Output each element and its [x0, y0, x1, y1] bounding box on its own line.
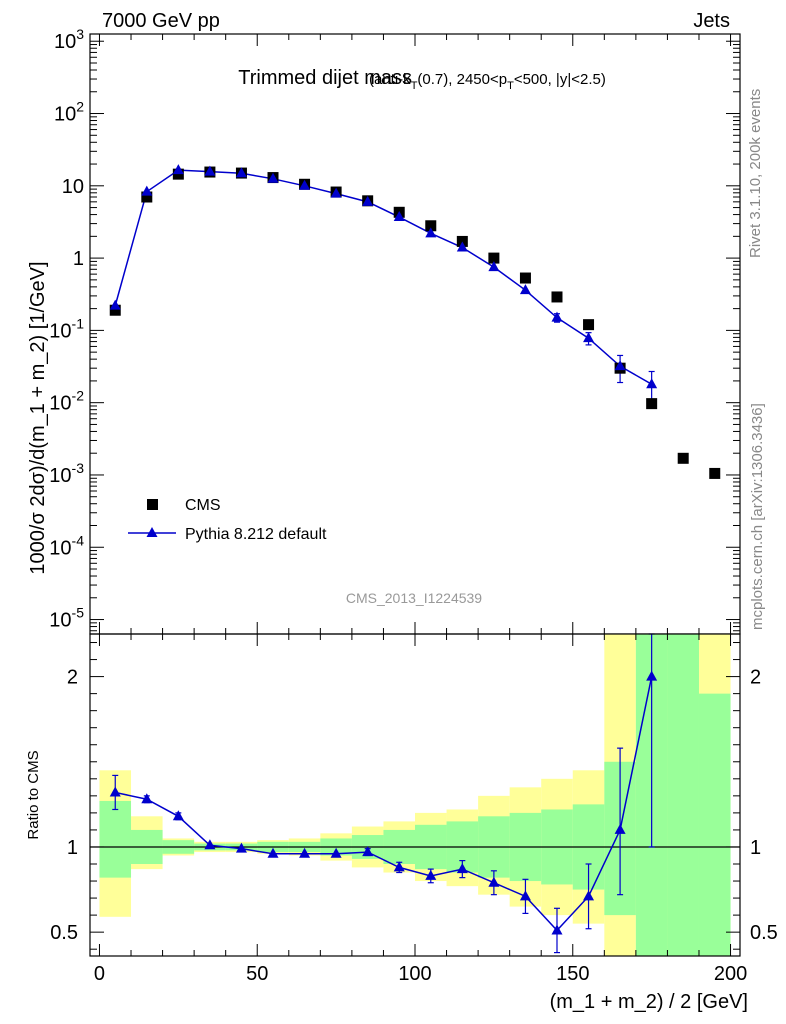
cms-point — [425, 220, 437, 232]
y-tick-label: 10-4 — [49, 532, 84, 559]
ratio-point — [204, 839, 216, 850]
ratio-tick-label: 2 — [67, 667, 78, 689]
ratio-point — [362, 846, 374, 857]
y-tick-label: 10-1 — [49, 315, 84, 342]
ratio-point — [141, 793, 153, 804]
ratio-tick-label: 0.5 — [50, 922, 78, 944]
legend-cms-label: CMS — [185, 497, 221, 514]
main-plot-frame — [89, 33, 741, 635]
mc-point — [583, 332, 595, 343]
band-inner — [667, 634, 699, 956]
ratio-point — [583, 890, 595, 901]
cms-point — [488, 252, 500, 264]
ratio-tick-label-right: 2 — [750, 667, 761, 689]
mc-point — [109, 299, 121, 310]
ratio-point — [172, 810, 184, 821]
plot-title: Trimmed dijet mass — [238, 67, 412, 89]
side-text-top: Rivet 3.1.10, 200k events — [747, 89, 764, 258]
ratio-tick-label-right: 1 — [750, 837, 761, 859]
x-tick-label: 200 — [714, 963, 747, 985]
x-tick-label: 0 — [94, 963, 105, 985]
y-tick-label: 10-5 — [49, 605, 84, 632]
watermark: CMS_2013_I1224539 — [346, 590, 482, 606]
ratio-point — [646, 670, 658, 681]
band-inner — [99, 800, 132, 878]
cms-point — [551, 291, 563, 303]
mc-point — [456, 241, 468, 252]
ratio-point — [488, 876, 500, 887]
ratio-point — [109, 786, 121, 797]
ratio-point — [519, 890, 531, 901]
mc-point — [488, 261, 500, 272]
ratio-line — [115, 676, 653, 932]
legend-cms-marker — [147, 499, 158, 510]
mc-point — [614, 360, 626, 371]
mc-point — [299, 179, 311, 190]
legend: CMS Pythia 8.212 default — [128, 497, 327, 543]
mc-line — [114, 169, 653, 385]
mc-point — [519, 284, 531, 295]
side-text-bottom: mcplots.cern.ch [arXiv:1306.3436] — [749, 403, 766, 630]
y-tick-label: 1 — [73, 248, 84, 270]
mc-point — [235, 167, 247, 178]
cms-point — [583, 319, 595, 331]
mc-point — [267, 172, 279, 183]
mc-point — [551, 311, 563, 322]
cms-point — [456, 235, 468, 247]
plot-subtitle: (anti-kT(0.7), 2450<pT<500, |y|<2.5) — [369, 71, 606, 92]
cms-point — [141, 191, 153, 203]
ratio-point — [235, 842, 247, 853]
y-tick-label: 10-3 — [49, 460, 84, 487]
y-tick-label: 103 — [54, 26, 84, 53]
mc-point — [330, 187, 342, 198]
mc-point — [646, 378, 658, 389]
legend-mc-label: Pythia 8.212 default — [185, 526, 327, 543]
mc-point — [172, 164, 184, 175]
y-tick-label: 10 — [62, 176, 84, 198]
cms-point — [172, 168, 184, 180]
ratio-point — [299, 847, 311, 858]
x-axis-label: (m_1 + m_2) / 2 [GeV] — [550, 991, 748, 1013]
ratio-point — [393, 861, 405, 872]
y-tick-label: 102 — [54, 99, 84, 126]
header-right: Jets — [693, 10, 730, 32]
ratio-tick-label-right: 0.5 — [750, 922, 778, 944]
x-tick-label: 150 — [556, 963, 589, 985]
mc-point — [425, 227, 437, 238]
y-axis-label: 1000/σ 2dσ)/d(m_1 + m_2) [1/GeV] — [27, 261, 49, 574]
ratio-tick-label: 1 — [67, 837, 78, 859]
mc-point — [362, 195, 374, 206]
legend-mc-marker — [146, 527, 158, 537]
band-inner — [698, 693, 731, 956]
cms-point — [646, 398, 658, 410]
x-tick-label: 50 — [246, 963, 268, 985]
ratio-point — [425, 869, 437, 880]
cms-point — [519, 272, 531, 284]
mc-point — [204, 165, 216, 176]
ratio-point — [614, 823, 626, 834]
y-tick-label: 10-2 — [49, 388, 84, 415]
ratio-point — [456, 863, 468, 874]
mc-point — [141, 185, 153, 196]
ratio-point — [267, 847, 279, 858]
mc-point — [393, 211, 405, 222]
ratio-point — [330, 847, 342, 858]
header-left: 7000 GeV pp — [102, 10, 220, 32]
ratio-axis-label: Ratio to CMS — [25, 750, 42, 839]
cms-point — [677, 452, 689, 464]
cms-point — [109, 304, 121, 316]
ratio-point — [551, 924, 563, 935]
cms-point — [709, 467, 721, 479]
x-tick-label: 100 — [398, 963, 431, 985]
